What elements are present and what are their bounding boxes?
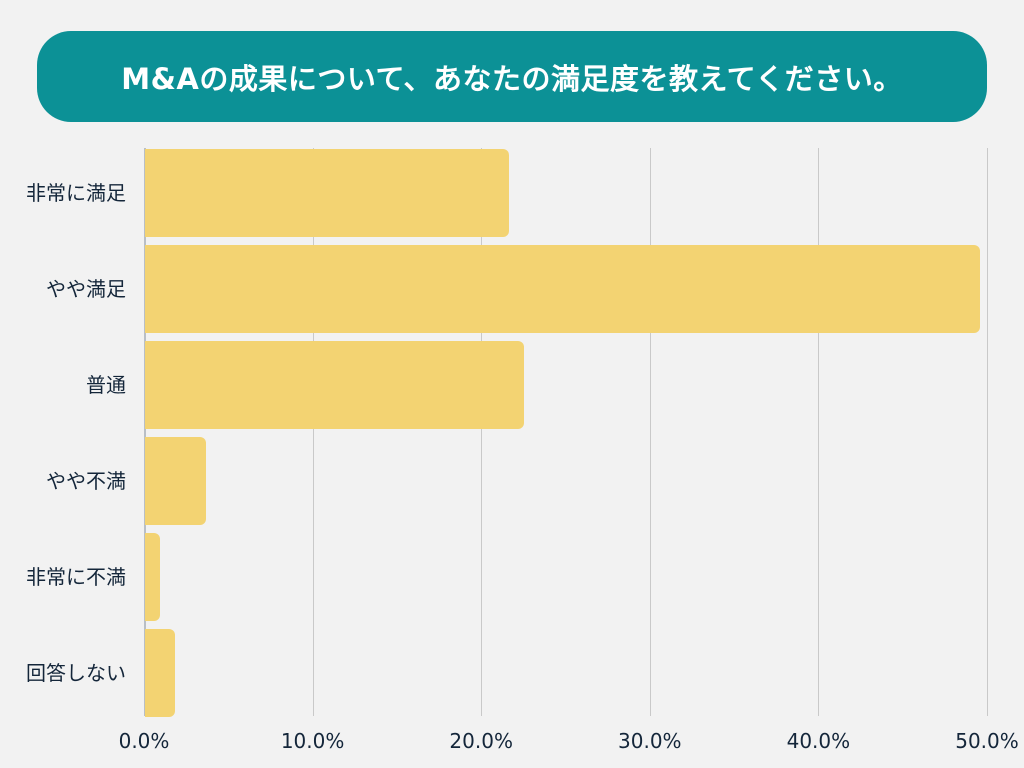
plot-area	[144, 148, 988, 717]
bar	[145, 149, 510, 237]
y-axis-label: やや満足	[46, 277, 126, 301]
gridline	[649, 148, 651, 716]
y-axis-line	[144, 148, 146, 716]
bar	[145, 629, 176, 717]
bar	[145, 533, 161, 621]
title-banner: M&Aの成果について、あなたの満足度を教えてください。	[37, 31, 987, 122]
y-axis-label: 非常に満足	[26, 181, 126, 205]
bar	[145, 341, 525, 429]
x-axis-tick-label: 0.0%	[118, 729, 170, 753]
x-axis-tick-label: 30.0%	[618, 729, 682, 753]
chart-title: M&Aの成果について、あなたの満足度を教えてください。	[121, 61, 903, 96]
x-axis-tick-label: 40.0%	[786, 729, 851, 753]
bar	[145, 437, 206, 525]
x-axis-tick-label: 50.0%	[955, 729, 1019, 753]
gridline	[481, 148, 483, 716]
y-axis-label: 回答しない	[26, 661, 126, 685]
x-axis-tick-label: 10.0%	[280, 729, 345, 753]
gridline	[312, 148, 314, 716]
gridline	[987, 148, 988, 716]
y-axis-label: 非常に不満	[26, 565, 126, 589]
y-axis-label: やや不満	[46, 469, 126, 493]
x-axis-tick-label: 20.0%	[449, 729, 513, 753]
bar	[145, 245, 980, 333]
gridline	[818, 148, 820, 716]
y-axis-label: 普通	[86, 373, 126, 397]
